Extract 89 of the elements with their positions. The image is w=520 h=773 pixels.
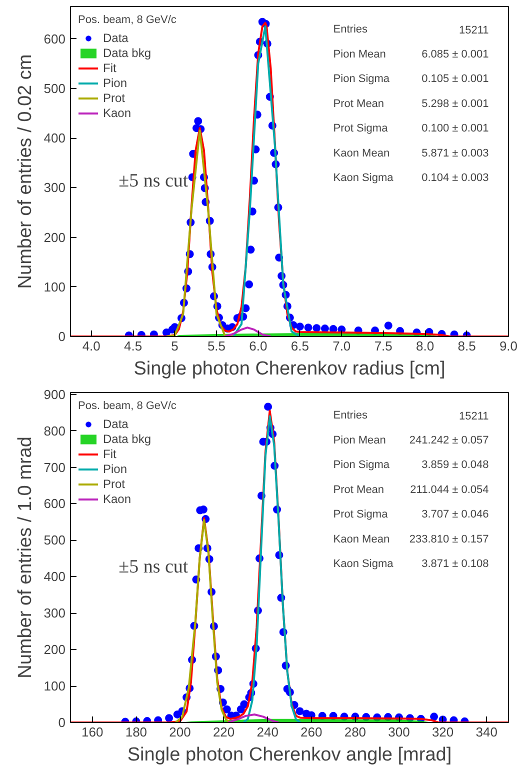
annotation: Kaon Sigma: [333, 558, 394, 570]
x-tick-label: 5.5: [207, 338, 226, 354]
annotation: 233.810 ± 0.157: [409, 533, 489, 546]
annotation: Prot Mean: [333, 484, 384, 496]
annotation: 241.242 ± 0.057: [409, 434, 489, 446]
x-tick-label: 280: [344, 724, 366, 740]
y-tick-label: 300: [44, 180, 66, 196]
line-series: [224, 326, 272, 336]
annotation: 0.104 ± 0.003: [422, 172, 489, 184]
annotation: ±5 ns cut: [118, 556, 189, 578]
annotation: 6.085 ± 0.001: [422, 48, 489, 60]
y-tick-label: 500: [44, 80, 66, 96]
legend-label: Data: [103, 31, 128, 45]
y-tick-label: 400: [44, 130, 66, 146]
x-axis-title: Single photon Cherenkov radius [cm]: [134, 358, 446, 380]
x-tick-label: 160: [82, 724, 104, 740]
annotation: 5.871 ± 0.003: [422, 147, 489, 160]
annotation: Pion Mean: [333, 434, 386, 446]
legend-label: Data bkg: [103, 432, 152, 446]
x-tick-label: 200: [169, 724, 191, 740]
legend-label: Prot: [103, 477, 126, 491]
x-tick-label: 5: [171, 338, 178, 354]
y-axis-title: Number of entries / 1.0 mrad: [14, 436, 36, 678]
annotation: 5.298 ± 0.001: [422, 98, 489, 110]
x-tick-label: 8.0: [416, 338, 434, 354]
y-tick-label: 0: [58, 715, 66, 730]
x-tick-label: 4.0: [82, 338, 100, 354]
legend-label: Pion: [103, 462, 128, 476]
x-tick-label: 260: [300, 724, 322, 740]
annotation: 211.044 ± 0.054: [410, 484, 489, 496]
y-tick-label: 600: [44, 496, 66, 512]
y-tick-label: 800: [44, 423, 66, 438]
annotation: 0.105 ± 0.001: [422, 73, 489, 86]
y-axis-title: Number of entries / 0.02 cm: [14, 54, 36, 289]
x-tick-label: 6.0: [249, 338, 268, 354]
legend-label: Fit: [103, 447, 118, 461]
legend-label: Kaon: [103, 492, 132, 506]
annotation: 3.871 ± 0.108: [422, 558, 489, 570]
annotation: Entries: [333, 410, 368, 422]
annotation: Kaon Mean: [333, 147, 390, 160]
x-tick-label: 300: [388, 724, 410, 740]
annotation: 15211: [459, 24, 489, 37]
legend-label: Fit: [103, 61, 118, 75]
annotation: Pion Mean: [333, 48, 386, 60]
annotation: Prot Sigma: [333, 122, 389, 135]
annotation: Prot Mean: [333, 98, 384, 110]
x-tick-label: 7.0: [332, 338, 351, 354]
y-tick-label: 100: [44, 678, 66, 694]
y-tick-label: 200: [44, 230, 66, 245]
x-tick-label: 320: [432, 724, 454, 740]
y-tick-label: 700: [44, 460, 66, 475]
legend-title: Pos. beam, 8 GeV/c: [78, 400, 176, 412]
x-tick-label: 4.5: [124, 338, 142, 354]
legend-label: Data bkg: [103, 46, 152, 60]
x-tick-label: 180: [125, 724, 148, 740]
annotation: 3.859 ± 0.048: [422, 459, 489, 472]
annotation: Kaon Sigma: [333, 172, 394, 184]
annotation: Entries: [333, 24, 368, 36]
x-tick-label: 240: [256, 724, 278, 740]
x-tick-label: 9.0: [499, 338, 518, 354]
y-tick-label: 200: [44, 642, 66, 658]
legend-label: Prot: [103, 91, 126, 105]
x-tick-label: 6.5: [290, 338, 309, 354]
x-tick-label: 8.5: [458, 338, 476, 354]
x-tick-label: 220: [212, 724, 235, 740]
annotation: 15211: [459, 410, 489, 423]
y-tick-label: 300: [44, 606, 66, 621]
y-tick-label: 400: [44, 569, 66, 584]
line-series: [242, 415, 302, 722]
legend-title: Pos. beam, 8 GeV/c: [78, 14, 176, 26]
legend-label: Pion: [103, 76, 128, 90]
annotation: ±5 ns cut: [118, 170, 189, 192]
y-tick-label: 900: [44, 386, 66, 402]
annotation: 3.707 ± 0.046: [422, 508, 489, 521]
legend-label: Data: [103, 417, 128, 431]
annotation: Kaon Mean: [333, 533, 390, 546]
y-tick-label: 100: [44, 279, 66, 294]
x-tick-label: 7.5: [374, 338, 392, 354]
legend-label: Kaon: [103, 106, 132, 120]
y-tick-label: 600: [44, 31, 66, 46]
x-tick-label: 340: [476, 724, 498, 740]
annotation: Pion Sigma: [333, 459, 390, 472]
y-tick-label: 500: [44, 532, 66, 548]
annotation: Pion Sigma: [333, 73, 390, 86]
x-axis-title: Single photon Cherenkov angle [mrad]: [127, 744, 452, 766]
annotation: 0.100 ± 0.001: [422, 122, 489, 135]
annotation: Prot Sigma: [333, 508, 389, 521]
y-tick-label: 0: [58, 329, 66, 344]
line-series: [227, 713, 280, 722]
